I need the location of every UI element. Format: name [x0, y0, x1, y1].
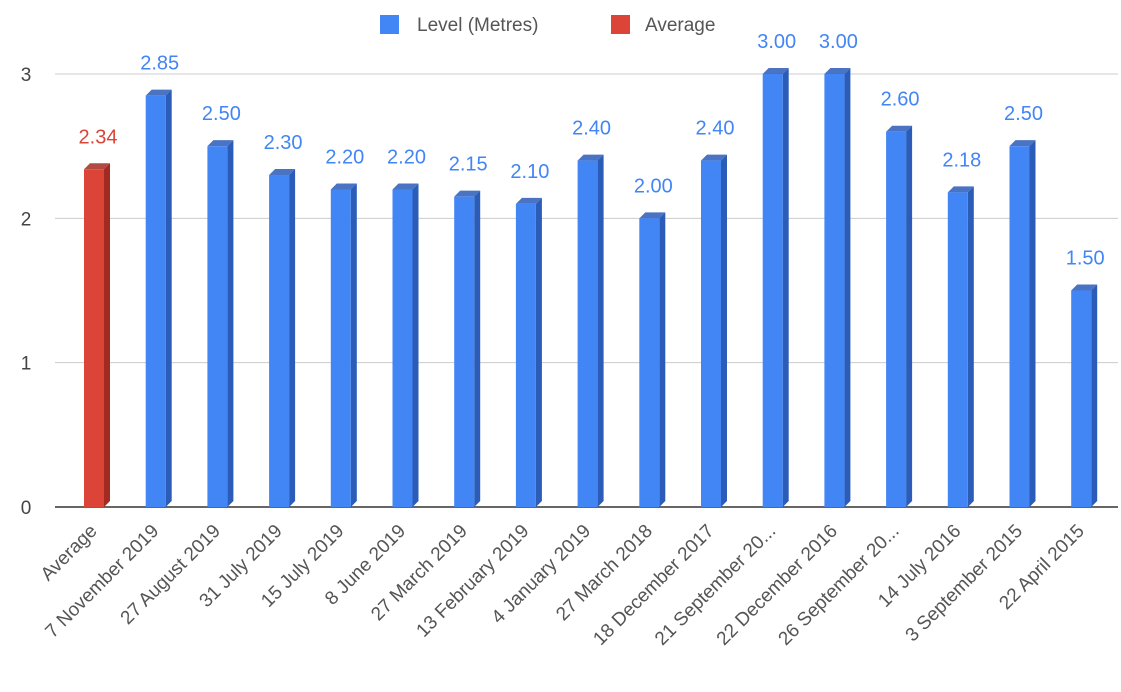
bar[interactable]: [639, 212, 665, 507]
legend-label: Level (Metres): [417, 15, 538, 36]
bar-front: [146, 96, 166, 507]
data-label: 2.20: [387, 146, 426, 168]
bar-front: [824, 74, 844, 507]
bar[interactable]: [454, 191, 480, 507]
bar[interactable]: [331, 183, 357, 507]
bar-front: [393, 189, 413, 507]
data-label: 2.15: [449, 154, 488, 176]
bar-side: [783, 68, 789, 507]
data-label: 2.60: [881, 89, 920, 111]
legend-swatch: [380, 15, 399, 34]
bar-front: [948, 192, 968, 507]
bar[interactable]: [948, 186, 974, 507]
x-axis-ticks: Average7 November 201927 August 201931 J…: [37, 521, 1089, 650]
bar-side: [968, 186, 974, 507]
legend-label: Average: [645, 15, 715, 36]
y-axis-ticks: 0 1 2 3: [21, 65, 32, 519]
bar-side: [1091, 285, 1097, 508]
bar-front: [269, 175, 289, 507]
x-tick-label: 21 September 20...: [651, 521, 780, 650]
bar-side: [104, 163, 110, 507]
data-label: 2.30: [264, 132, 303, 154]
bar-front: [701, 161, 721, 507]
bar-side: [474, 191, 480, 507]
y-tick-label: 0: [21, 498, 32, 519]
bar-side: [906, 126, 912, 507]
bar[interactable]: [207, 140, 233, 507]
bar-front: [578, 161, 598, 507]
bar-front: [1071, 291, 1091, 508]
bar-front: [207, 146, 227, 507]
y-tick-label: 2: [21, 209, 32, 230]
bar-side: [289, 169, 295, 507]
bar[interactable]: [886, 126, 912, 507]
bar-side: [413, 183, 419, 507]
y-tick-label: 1: [21, 354, 32, 375]
bar-side: [351, 183, 357, 507]
x-tick-label: 22 December 2016: [713, 521, 842, 650]
data-label: 2.85: [140, 53, 179, 75]
data-label: 2.40: [696, 118, 735, 140]
bar-side: [721, 155, 727, 507]
bar-front: [454, 197, 474, 507]
bar[interactable]: [393, 183, 419, 507]
data-label: 2.00: [634, 175, 673, 197]
legend-item[interactable]: Level (Metres): [380, 15, 538, 36]
bar-front: [639, 218, 659, 507]
data-label: 2.20: [325, 146, 364, 168]
data-label: 3.00: [757, 31, 796, 53]
bar-side: [659, 212, 665, 507]
bar-front: [1010, 146, 1030, 507]
bar[interactable]: [84, 163, 110, 507]
bar[interactable]: [516, 198, 542, 507]
x-tick-label: 13 February 2019: [413, 521, 534, 642]
bar[interactable]: [824, 68, 850, 507]
bar-side: [227, 140, 233, 507]
bar-front: [331, 189, 351, 507]
bar[interactable]: [578, 155, 604, 507]
x-tick-label: 3 September 2015: [902, 521, 1027, 646]
bar-side: [598, 155, 604, 507]
bar[interactable]: [269, 169, 295, 507]
bar-side: [844, 68, 850, 507]
data-label: 2.50: [202, 103, 241, 125]
x-tick-label: 7 November 2019: [42, 521, 164, 643]
data-label: 2.40: [572, 118, 611, 140]
data-label: 2.50: [1004, 103, 1043, 125]
bar-front: [516, 204, 536, 507]
data-label: 2.10: [510, 161, 549, 183]
bar[interactable]: [146, 90, 172, 507]
bar-side: [166, 90, 172, 507]
data-label: 2.18: [942, 149, 981, 171]
x-tick-label: 18 December 2017: [589, 521, 718, 650]
bar-front: [763, 74, 783, 507]
x-tick-label: 26 September 20...: [775, 521, 904, 650]
y-tick-label: 3: [21, 65, 32, 86]
legend[interactable]: Level (Metres) Average: [380, 15, 715, 36]
data-label: 2.34: [79, 126, 118, 148]
data-label: 3.00: [819, 31, 858, 53]
bar[interactable]: [701, 155, 727, 507]
bar-front: [84, 169, 104, 507]
legend-item[interactable]: Average: [611, 15, 715, 36]
bar-side: [536, 198, 542, 507]
bar[interactable]: [763, 68, 789, 507]
bar-side: [1030, 140, 1036, 507]
bar-front: [886, 132, 906, 507]
legend-swatch: [611, 15, 630, 34]
x-tick-label: Average: [37, 521, 102, 586]
bar[interactable]: [1071, 285, 1097, 508]
bar[interactable]: [1010, 140, 1036, 507]
data-label: 1.50: [1066, 248, 1105, 270]
